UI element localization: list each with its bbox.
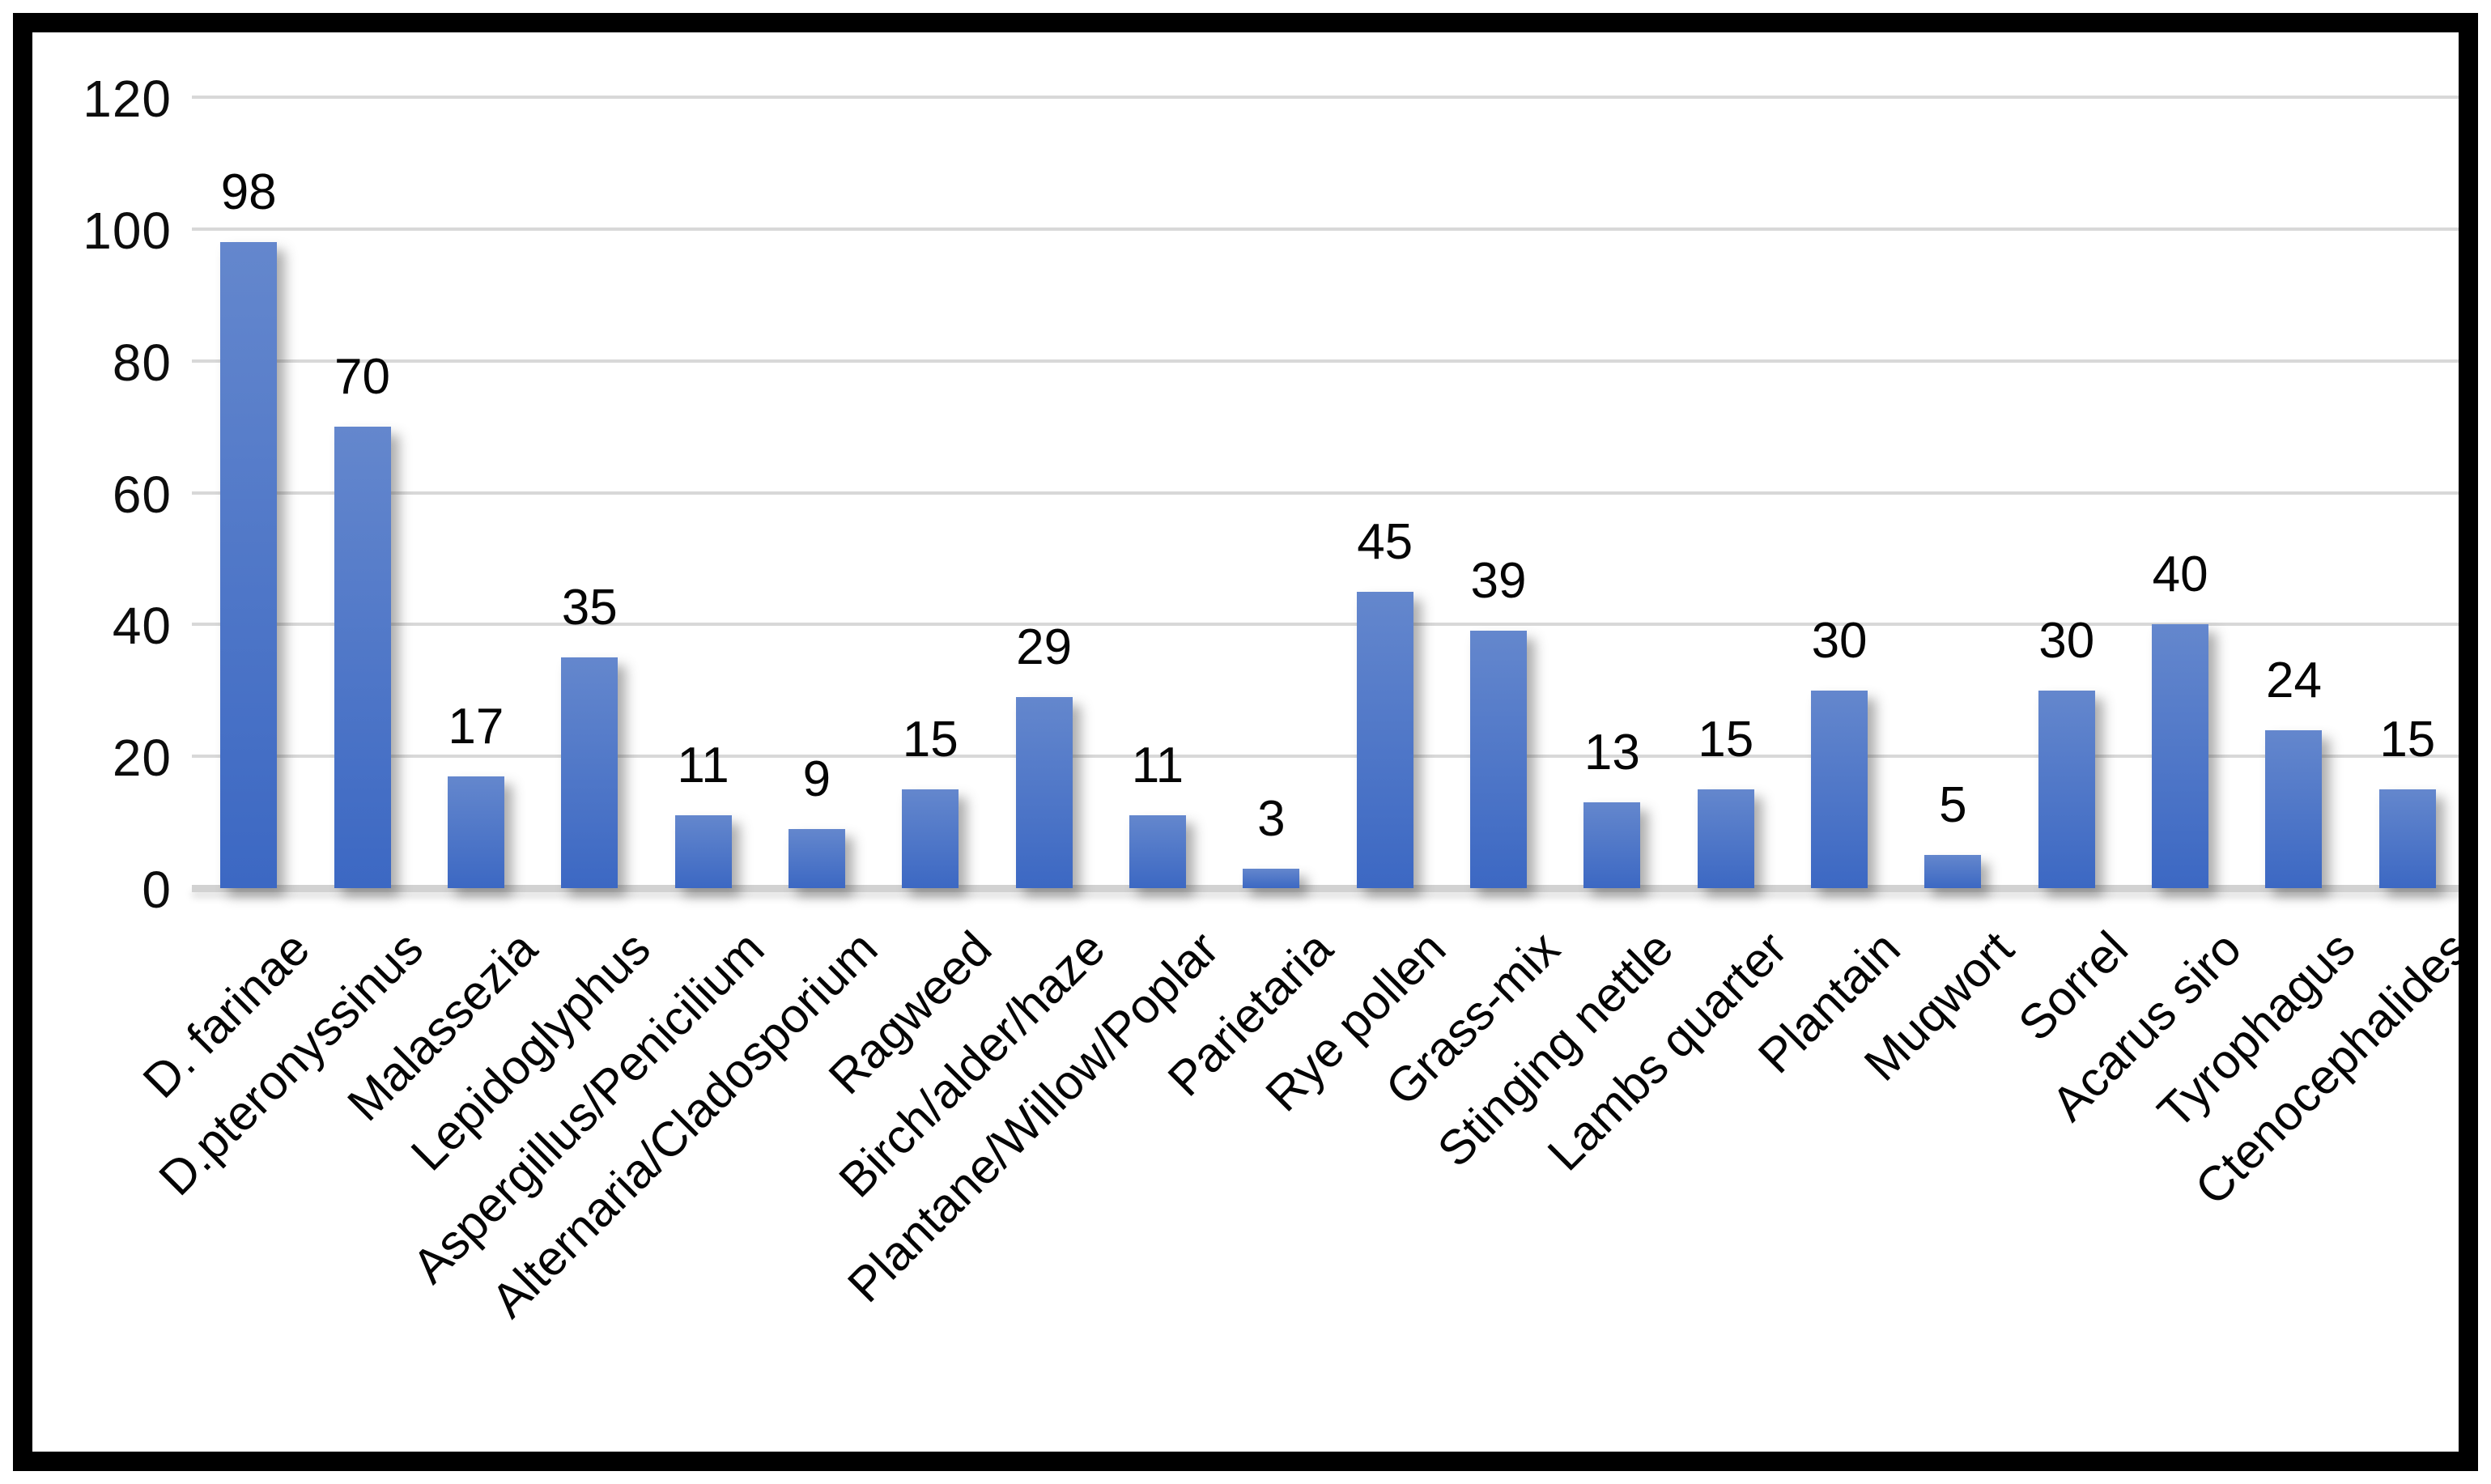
bar-value-label: 15 [2379, 711, 2436, 768]
bar-value-label: 29 [1016, 619, 1073, 675]
gridline [192, 96, 2464, 99]
bar-value-label: 40 [2152, 546, 2208, 603]
bar [1129, 815, 1186, 888]
bar-value-label: 9 [802, 751, 831, 807]
bar-value-label: 70 [334, 349, 390, 406]
bar [334, 427, 391, 888]
y-axis-tick-label: 120 [83, 70, 172, 128]
gridline [192, 755, 2464, 759]
x-axis-baseline [192, 885, 2464, 892]
bar-value-label: 3 [1257, 790, 1286, 847]
y-axis-tick-label: 0 [142, 861, 172, 919]
bar-value-label: 39 [1470, 553, 1527, 610]
bar [1243, 868, 1300, 888]
bar-value-label: 45 [1357, 513, 1413, 570]
bar [2378, 789, 2436, 888]
y-axis-tick-label: 20 [112, 729, 172, 788]
y-axis-tick-label: 100 [83, 201, 172, 260]
bar [1811, 690, 1868, 888]
bar-value-label: 13 [1583, 725, 1640, 781]
bar [1583, 802, 1641, 888]
bar [561, 657, 618, 888]
bar-value-label: 98 [220, 164, 277, 221]
bar [674, 815, 732, 888]
gridline [192, 359, 2464, 363]
bar [2265, 729, 2323, 888]
bar-value-label: 35 [561, 580, 618, 636]
bar [2038, 690, 2095, 888]
bar [1924, 855, 1982, 888]
bar-value-label: 24 [2265, 652, 2322, 708]
bar-value-label: 30 [2038, 612, 2095, 669]
bar [1470, 631, 1528, 888]
bar [788, 828, 845, 888]
bar [220, 242, 278, 888]
bar [447, 776, 504, 888]
gridline [192, 227, 2464, 231]
gridline [192, 491, 2464, 495]
bar-value-label: 17 [448, 698, 504, 755]
bar [902, 789, 959, 888]
bar-value-label: 15 [1698, 711, 1754, 768]
bar [2152, 624, 2209, 888]
bar [1015, 696, 1073, 888]
y-axis-tick-label: 40 [112, 597, 172, 656]
bar-value-label: 5 [1939, 777, 1967, 834]
bar-value-label: 15 [902, 711, 959, 768]
bar-value-label: 30 [1811, 612, 1868, 669]
bar [1356, 591, 1413, 888]
y-axis-tick-label: 80 [112, 333, 172, 392]
bar [1697, 789, 1754, 888]
bar-value-label: 11 [1131, 738, 1184, 794]
bar-value-label: 11 [677, 738, 729, 794]
y-axis-tick-label: 60 [112, 465, 172, 524]
gridline [192, 623, 2464, 627]
